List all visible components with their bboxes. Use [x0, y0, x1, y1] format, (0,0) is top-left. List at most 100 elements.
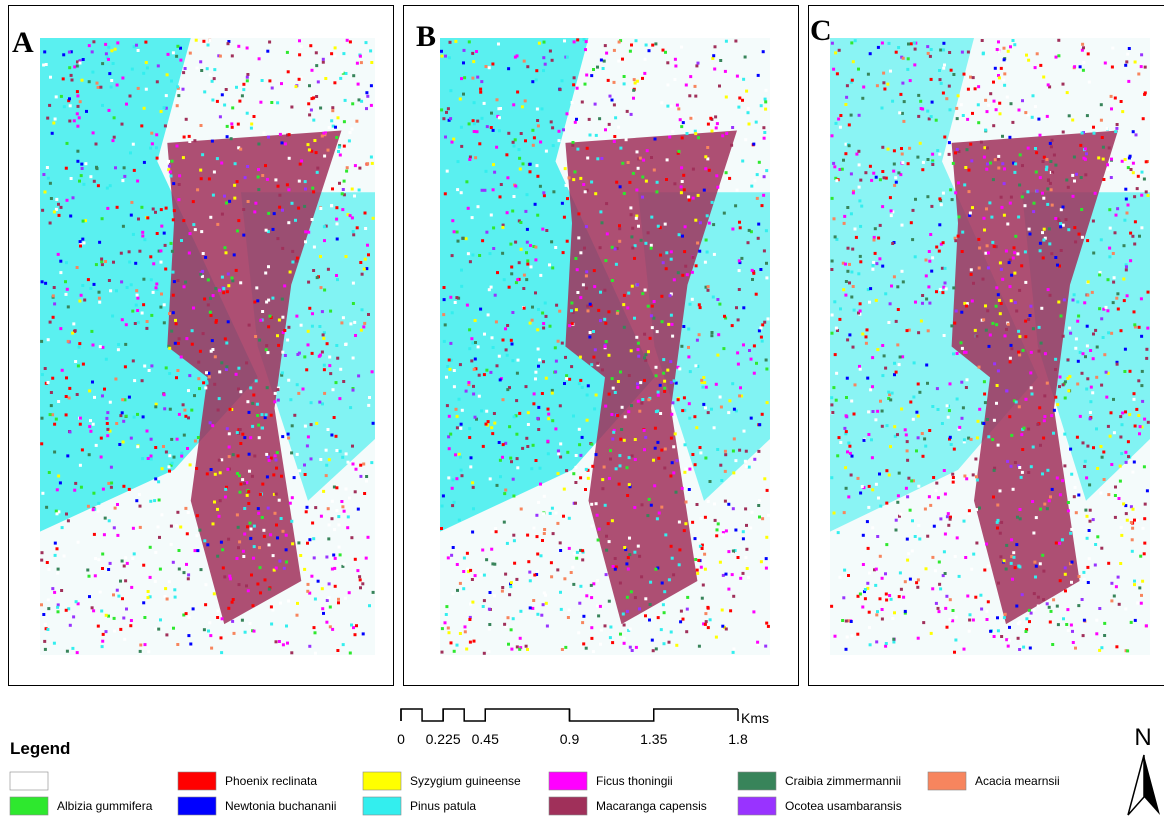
- map-pixel: [1086, 325, 1089, 328]
- map-pixel: [677, 107, 680, 110]
- map-pixel: [460, 145, 463, 148]
- map-pixel: [311, 187, 314, 190]
- map-pixel: [1110, 95, 1113, 98]
- map-pixel: [449, 342, 452, 345]
- map-pixel: [1073, 156, 1076, 159]
- map-pixel: [188, 252, 191, 255]
- map-pixel: [198, 529, 201, 532]
- map-pixel: [722, 533, 725, 536]
- map-pixel: [343, 510, 346, 513]
- map-pixel: [97, 502, 100, 505]
- map-pixel: [713, 253, 716, 256]
- map-pixel: [891, 100, 894, 103]
- map-pixel: [228, 575, 231, 578]
- map-pixel: [318, 355, 321, 358]
- map-pixel: [983, 217, 986, 220]
- map-pixel: [1125, 60, 1128, 63]
- map-pixel: [551, 266, 554, 269]
- map-pixel: [557, 450, 560, 453]
- map-pixel: [742, 343, 745, 346]
- map-pixel: [1112, 252, 1115, 255]
- map-pixel: [164, 244, 167, 247]
- map-pixel: [1131, 235, 1134, 238]
- map-pixel: [605, 202, 608, 205]
- map-pixel: [623, 439, 626, 442]
- map-pixel: [601, 368, 604, 371]
- map-pixel: [979, 594, 982, 597]
- map-pixel: [319, 107, 322, 110]
- map-pixel: [1082, 571, 1085, 574]
- map-pixel: [231, 126, 234, 129]
- map-pixel: [709, 117, 712, 120]
- map-pixel: [641, 292, 644, 295]
- map-pixel: [879, 224, 882, 227]
- map-pixel: [323, 364, 326, 367]
- map-pixel: [1128, 47, 1131, 50]
- map-pixel: [596, 605, 599, 608]
- map-pixel: [651, 639, 654, 642]
- map-pixel: [227, 273, 230, 276]
- map-pixel: [757, 237, 760, 240]
- map-pixel: [561, 202, 564, 205]
- map-pixel: [706, 251, 709, 254]
- map-pixel: [604, 405, 607, 408]
- map-pixel: [1110, 582, 1113, 585]
- map-pixel: [970, 438, 973, 441]
- map-pixel: [572, 472, 575, 475]
- map-pixel: [275, 467, 278, 470]
- map-pixel: [250, 127, 253, 130]
- map-pixel: [756, 173, 759, 176]
- map-pixel: [750, 358, 753, 361]
- map-pixel: [728, 399, 731, 402]
- map-pixel: [546, 625, 549, 628]
- map-pixel: [259, 319, 262, 322]
- map-pixel: [510, 648, 513, 651]
- map-pixel: [584, 488, 587, 491]
- map-pixel: [930, 205, 933, 208]
- map-pixel: [1114, 516, 1117, 519]
- map-pixel: [745, 90, 748, 93]
- map-pixel: [850, 296, 853, 299]
- map-pixel: [972, 282, 975, 285]
- map-pixel: [246, 79, 249, 82]
- map-pixel: [563, 488, 566, 491]
- map-pixel: [196, 67, 199, 70]
- map-pixel: [257, 507, 260, 510]
- map-pixel: [992, 81, 995, 84]
- map-pixel: [122, 441, 125, 444]
- map-pixel: [76, 112, 79, 115]
- map-pixel: [678, 548, 681, 551]
- map-pixel: [970, 568, 973, 571]
- map-pixel: [527, 560, 530, 563]
- map-pixel: [337, 116, 340, 119]
- map-pixel: [1010, 274, 1013, 277]
- map-pixel: [938, 610, 941, 613]
- map-pixel: [189, 232, 192, 235]
- map-pixel: [1137, 175, 1140, 178]
- map-pixel: [143, 365, 146, 368]
- map-pixel: [165, 633, 168, 636]
- map-pixel: [686, 596, 689, 599]
- map-pixel: [139, 644, 142, 647]
- map-pixel: [512, 103, 515, 106]
- map-pixel: [566, 56, 569, 59]
- map-pixel: [714, 519, 717, 522]
- scale-label: 0: [397, 731, 405, 747]
- map-pixel: [875, 262, 878, 265]
- map-pixel: [1115, 214, 1118, 217]
- map-pixel: [761, 204, 764, 207]
- map-pixel: [250, 123, 253, 126]
- map-pixel: [168, 312, 171, 315]
- map-pixel: [323, 392, 326, 395]
- map-pixel: [1015, 605, 1018, 608]
- map-pixel: [997, 155, 1000, 158]
- map-pixel: [339, 553, 342, 556]
- map-pixel: [619, 582, 622, 585]
- map-pixel: [1062, 335, 1065, 338]
- map-pixel: [188, 140, 191, 143]
- map-pixel: [716, 122, 719, 125]
- map-pixel: [1039, 508, 1042, 511]
- map-pixel: [1137, 73, 1140, 76]
- map-pixel: [55, 418, 58, 421]
- map-pixel: [964, 556, 967, 559]
